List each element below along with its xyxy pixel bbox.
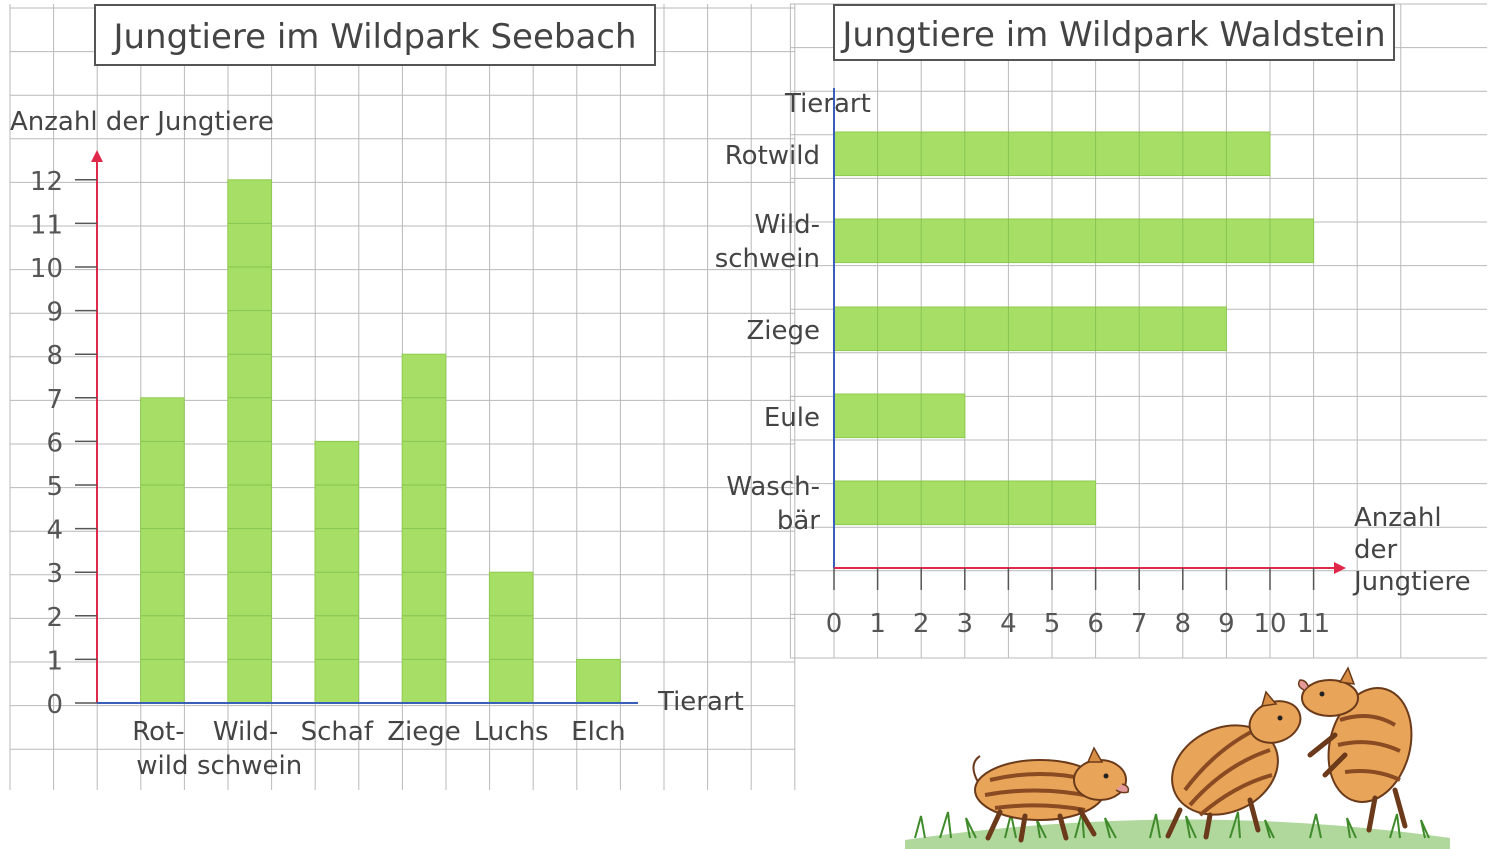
seebach-y-tick-label: 7 [46, 385, 63, 415]
waldstein-value-axis-label-line: Anzahl [1354, 503, 1442, 533]
seebach-y-tick-label: 11 [30, 210, 63, 240]
waldstein-x-tick-label: 11 [1297, 609, 1330, 639]
seebach-category-labels: Rot-wild Wild-schwein Schaf Ziege Luchs Elch [132, 717, 625, 781]
waldstein-x-tick-label: 6 [1087, 609, 1104, 639]
piglet-right [1297, 666, 1413, 833]
wild-boar-piglets-illustration [905, 666, 1450, 849]
waldstein-category-label: Wild- [755, 210, 820, 240]
seebach-category-label: Schaf [301, 717, 374, 747]
seebach-title-box [94, 4, 656, 66]
waldstein-x-tick-label: 0 [826, 609, 843, 639]
seebach-y-tick-label: 8 [46, 341, 63, 371]
waldstein-bar [833, 393, 966, 439]
seebach-y-tick-label: 10 [30, 254, 63, 284]
seebach-y-tick-label: 1 [46, 646, 63, 676]
seebach-category-label: Luchs [474, 717, 549, 747]
waldstein-category-label: Rotwild [725, 141, 820, 171]
waldstein-bars [833, 131, 1315, 526]
seebach-chart-title: Jungtiere im Wildpark Seebach [111, 17, 636, 57]
waldstein-category-label: bär [777, 506, 820, 536]
waldstein-x-tick-label: 2 [913, 609, 930, 639]
waldstein-category-label: Eule [764, 403, 820, 433]
waldstein-category-label: schwein [715, 244, 820, 274]
seebach-y-axis-label: Anzahl der Jungtiere [10, 107, 274, 137]
waldstein-x-tick-label: 4 [1000, 609, 1017, 639]
seebach-category-label: Elch [571, 717, 625, 747]
piglet-middle [1165, 690, 1302, 840]
grass-strip [905, 811, 1450, 849]
waldstein-bar [833, 218, 1315, 264]
waldstein-value-axis-label-line: Jungtiere [1352, 567, 1471, 597]
seebach-bar [488, 571, 534, 704]
seebach-bars [140, 179, 621, 704]
seebach-y-tick-label: 3 [46, 559, 63, 589]
seebach-category-label: schwein [197, 751, 302, 781]
seebach-bar-chart: Jungtiere im Wildpark Seebach Anzahl der… [9, 4, 796, 790]
waldstein-bar-chart: Jungtiere im Wildpark Waldstein Tierart … [715, 3, 1487, 659]
waldstein-value-axis-label-line: der [1354, 535, 1398, 565]
waldstein-axes [833, 88, 1346, 574]
seebach-category-label: wild [136, 751, 188, 781]
seebach-axes [91, 150, 638, 704]
seebach-y-tick-label: 9 [46, 298, 63, 328]
waldstein-category-label: Ziege [746, 316, 820, 346]
seebach-y-tick-label: 4 [46, 516, 63, 546]
waldstein-x-tick-label: 5 [1044, 609, 1061, 639]
seebach-y-tick-label: 5 [46, 472, 63, 502]
waldstein-category-labels: Rotwild Wild-schwein Ziege Eule Wasch-bär [715, 141, 821, 536]
waldstein-x-tick-label: 10 [1253, 609, 1286, 639]
waldstein-x-ticks: 0 1 2 3 4 5 6 7 8 9 10 11 [826, 568, 1330, 639]
waldstein-title-box [833, 4, 1395, 61]
waldstein-category-label: Wasch- [726, 472, 820, 502]
waldstein-bar [833, 306, 1227, 352]
seebach-y-tick-label: 2 [46, 603, 63, 633]
waldstein-x-tick-label: 9 [1218, 609, 1235, 639]
seebach-category-label: Rot- [132, 717, 184, 747]
seebach-category-label: Wild- [213, 717, 278, 747]
seebach-category-label: Ziege [387, 717, 461, 747]
seebach-y-tick-label: 6 [46, 428, 63, 458]
seebach-y-tick-label: 12 [30, 167, 63, 197]
seebach-x-axis-label: Tierart [657, 687, 744, 717]
seebach-bar [576, 658, 621, 704]
seebach-y-tick-label: 0 [46, 690, 63, 720]
waldstein-category-axis-label: Tierart [784, 89, 871, 119]
waldstein-x-tick-label: 8 [1175, 609, 1192, 639]
piglet-left [972, 746, 1130, 843]
waldstein-x-tick-label: 1 [869, 609, 886, 639]
waldstein-chart-title: Jungtiere im Wildpark Waldstein [840, 15, 1385, 55]
waldstein-x-tick-label: 3 [957, 609, 974, 639]
seebach-bar [140, 397, 185, 704]
waldstein-x-tick-label: 7 [1131, 609, 1148, 639]
